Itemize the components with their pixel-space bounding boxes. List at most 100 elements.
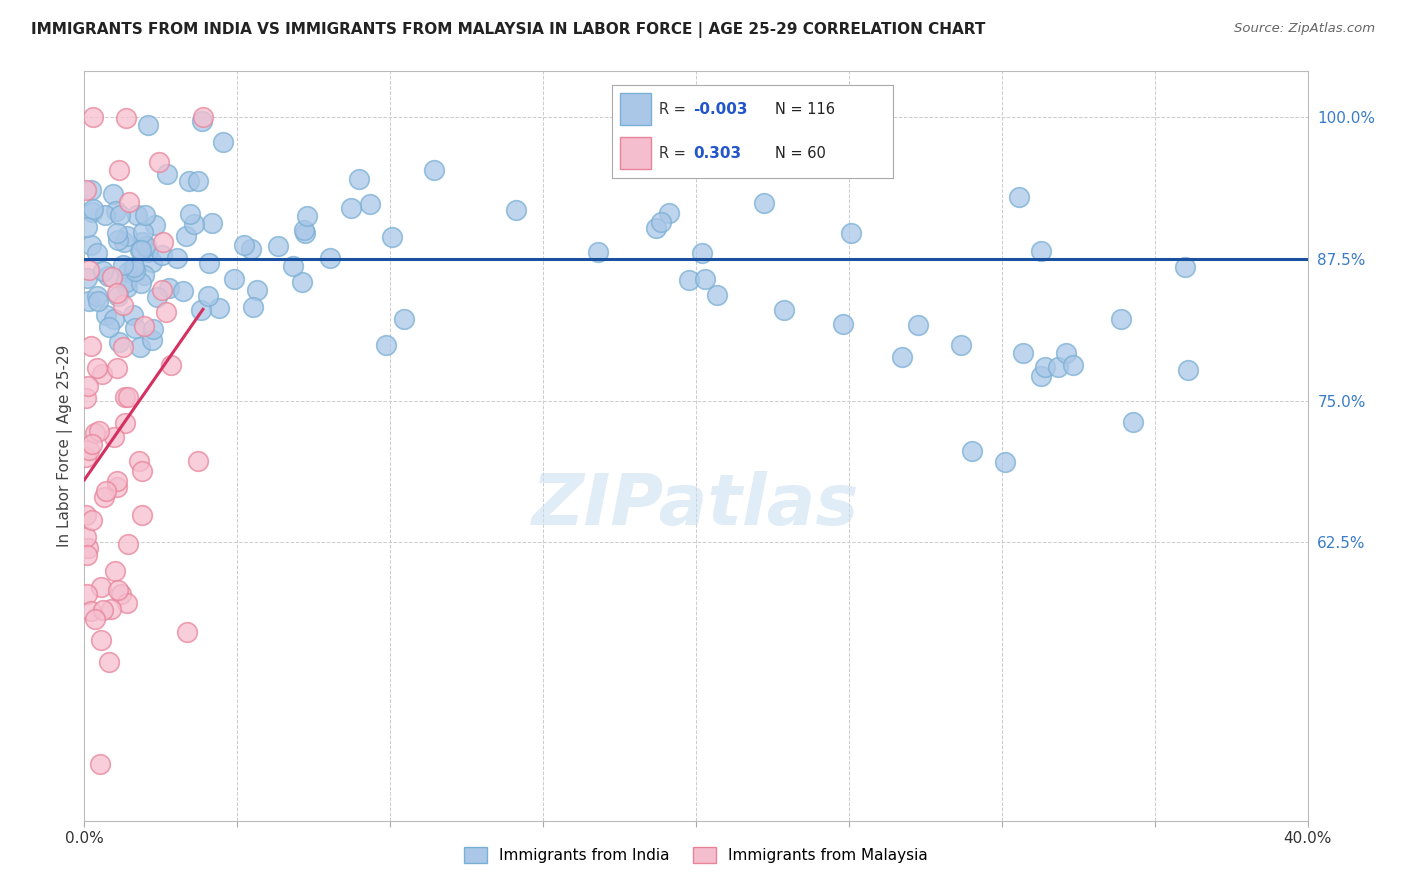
Point	[75, 508, 97, 522]
Point	[104, 203, 127, 218]
Text: IMMIGRANTS FROM INDIA VS IMMIGRANTS FROM MALAYSIA IN LABOR FORCE | AGE 25-29 COR: IMMIGRANTS FROM INDIA VS IMMIGRANTS FROM…	[31, 22, 986, 38]
Point	[141, 322, 163, 336]
Point	[1011, 346, 1033, 360]
Point	[891, 350, 914, 364]
Point	[75, 183, 97, 197]
Point	[381, 230, 404, 244]
Point	[114, 416, 136, 430]
Point	[374, 338, 396, 352]
Point	[197, 256, 219, 270]
Point	[97, 319, 120, 334]
Point	[754, 196, 776, 211]
Point	[75, 450, 97, 464]
Point	[110, 586, 132, 600]
Point	[82, 202, 104, 216]
Point	[90, 580, 112, 594]
Point	[90, 632, 112, 647]
Point	[77, 541, 100, 555]
Point	[208, 301, 231, 315]
Point	[110, 208, 132, 222]
Point	[122, 260, 145, 275]
Point	[1122, 416, 1144, 430]
Point	[136, 118, 159, 132]
Point	[80, 204, 103, 219]
Point	[143, 219, 166, 233]
Point	[212, 135, 235, 149]
Point	[690, 246, 713, 260]
Point	[292, 223, 315, 237]
Point	[127, 208, 149, 222]
Point	[190, 302, 212, 317]
Point	[586, 245, 609, 260]
Point	[187, 454, 209, 468]
Point	[1109, 312, 1132, 326]
Point	[359, 197, 381, 211]
Point	[122, 308, 145, 322]
Point	[156, 167, 179, 181]
Point	[132, 268, 155, 282]
Point	[111, 258, 134, 272]
Point	[1177, 363, 1199, 377]
Legend: Immigrants from India, Immigrants from Malaysia: Immigrants from India, Immigrants from M…	[458, 841, 934, 869]
Point	[135, 239, 157, 253]
Text: 0.303: 0.303	[693, 145, 741, 161]
Point	[176, 625, 198, 640]
Point	[89, 425, 111, 439]
Bar	[620, 137, 651, 169]
Point	[80, 339, 103, 353]
Point	[117, 390, 139, 404]
Point	[131, 243, 153, 257]
Point	[86, 360, 108, 375]
Point	[75, 530, 97, 544]
Point	[772, 303, 794, 318]
Point	[177, 174, 200, 188]
Point	[1054, 346, 1077, 360]
Point	[839, 227, 862, 241]
Point	[105, 474, 128, 488]
Point	[283, 260, 305, 274]
Point	[150, 284, 173, 298]
Point	[107, 233, 129, 247]
Text: R =: R =	[659, 102, 686, 117]
Point	[148, 154, 170, 169]
Point	[96, 308, 118, 322]
Point	[82, 437, 104, 451]
Point	[295, 209, 318, 223]
Point	[76, 549, 98, 563]
Point	[86, 288, 108, 302]
Point	[75, 391, 97, 405]
Point	[152, 235, 174, 249]
Point	[166, 251, 188, 265]
Point	[645, 221, 668, 235]
Point	[222, 272, 245, 286]
Point	[339, 201, 361, 215]
Point	[319, 251, 342, 265]
Point	[650, 215, 672, 229]
Point	[134, 208, 156, 222]
Point	[93, 490, 115, 504]
Point	[233, 238, 256, 252]
Point	[678, 273, 700, 287]
Point	[124, 321, 146, 335]
Bar	[620, 93, 651, 125]
Point	[128, 340, 150, 354]
Point	[1031, 244, 1053, 259]
Point	[155, 305, 177, 319]
Point	[76, 587, 98, 601]
Point	[693, 272, 716, 286]
Point	[423, 163, 446, 178]
Point	[103, 312, 125, 326]
Point	[86, 245, 108, 260]
Point	[105, 480, 128, 494]
Point	[128, 244, 150, 258]
Point	[201, 216, 224, 230]
Point	[107, 289, 129, 303]
Point	[394, 311, 416, 326]
Point	[101, 270, 124, 285]
Point	[131, 464, 153, 478]
Point	[118, 194, 141, 209]
Point	[104, 564, 127, 578]
Point	[505, 202, 527, 217]
Point	[349, 172, 371, 186]
Text: N = 116: N = 116	[775, 102, 835, 117]
